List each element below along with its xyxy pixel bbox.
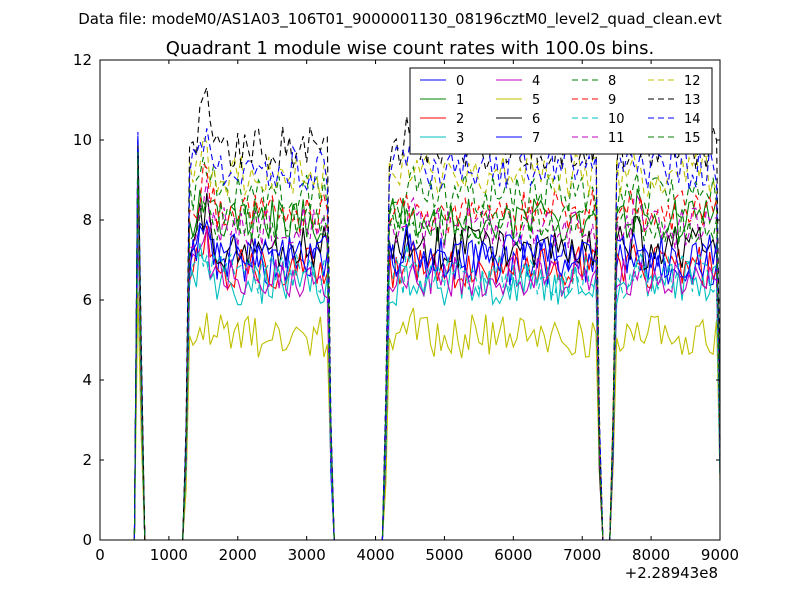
x-tick-label: 7000 bbox=[563, 546, 601, 564]
legend-label-9: 9 bbox=[608, 93, 616, 108]
legend-label-3: 3 bbox=[456, 131, 464, 146]
x-tick-label: 1000 bbox=[150, 546, 188, 564]
x-tick-label: 4000 bbox=[356, 546, 394, 564]
series-line-6 bbox=[100, 171, 721, 541]
y-tick-label: 10 bbox=[73, 131, 92, 149]
y-tick-label: 8 bbox=[82, 211, 92, 229]
legend-label-7: 7 bbox=[532, 131, 540, 146]
datafile-label: Data file: modeM0/AS1A03_106T01_90000011… bbox=[78, 10, 722, 29]
series-line-5 bbox=[100, 291, 721, 541]
legend-label-11: 11 bbox=[608, 131, 625, 146]
legend-box bbox=[409, 67, 713, 155]
x-tick-label: 6000 bbox=[494, 546, 532, 564]
y-tick-label: 0 bbox=[82, 531, 92, 549]
series-line-7 bbox=[100, 143, 721, 541]
legend-label-14: 14 bbox=[684, 112, 701, 127]
plot-lines bbox=[100, 87, 721, 541]
legend-label-5: 5 bbox=[532, 93, 540, 108]
y-tick-label: 2 bbox=[82, 451, 92, 469]
series-line-11 bbox=[100, 179, 721, 541]
legend-label-12: 12 bbox=[684, 74, 701, 89]
y-tick-label: 6 bbox=[82, 291, 92, 309]
y-tick-label: 12 bbox=[73, 51, 92, 69]
x-tick-label: 0 bbox=[95, 546, 105, 564]
series-line-0 bbox=[100, 135, 721, 541]
x-offset-label: +2.28943e8 bbox=[625, 564, 718, 582]
legend-label-1: 1 bbox=[456, 93, 464, 108]
series-line-4 bbox=[100, 211, 721, 541]
y-tick-label: 4 bbox=[82, 371, 92, 389]
axis-ticks: 0 1000 2000 3000 4000 5000 6000 7000 8000 9000 0 2 4… bbox=[73, 51, 739, 564]
series-line-10 bbox=[100, 227, 721, 541]
x-tick-label: 3000 bbox=[288, 546, 326, 564]
legend-label-13: 13 bbox=[684, 93, 701, 108]
chart-title: Quadrant 1 module wise count rates with … bbox=[166, 38, 655, 59]
legend-label-6: 6 bbox=[532, 112, 540, 127]
legend-label-2: 2 bbox=[456, 112, 464, 127]
legend-label-15: 15 bbox=[684, 131, 701, 146]
legend-label-8: 8 bbox=[608, 74, 616, 89]
x-tick-label: 2000 bbox=[219, 546, 257, 564]
legend-label-4: 4 bbox=[532, 74, 540, 89]
series-line-8 bbox=[100, 147, 721, 541]
x-tick-label: 5000 bbox=[425, 546, 463, 564]
series-line-12 bbox=[100, 135, 721, 541]
series-line-15 bbox=[100, 151, 721, 541]
x-tick-label: 8000 bbox=[632, 546, 670, 564]
series-line-14 bbox=[100, 128, 721, 541]
legend-label-0: 0 bbox=[456, 74, 464, 89]
legend-label-10: 10 bbox=[608, 112, 625, 127]
series-line-1 bbox=[100, 155, 721, 541]
x-tick-label: 9000 bbox=[701, 546, 739, 564]
